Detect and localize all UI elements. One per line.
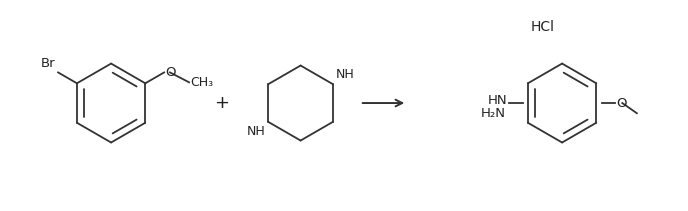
Text: O: O	[616, 97, 627, 110]
Text: O: O	[165, 66, 175, 79]
Text: +: +	[214, 94, 229, 112]
Text: HCl: HCl	[530, 20, 555, 34]
Text: NH: NH	[336, 68, 355, 81]
Text: NH: NH	[246, 125, 265, 138]
Text: HN: HN	[488, 93, 508, 107]
Text: Br: Br	[41, 57, 55, 70]
Text: CH₃: CH₃	[190, 76, 213, 89]
Text: H₂N: H₂N	[481, 107, 506, 120]
